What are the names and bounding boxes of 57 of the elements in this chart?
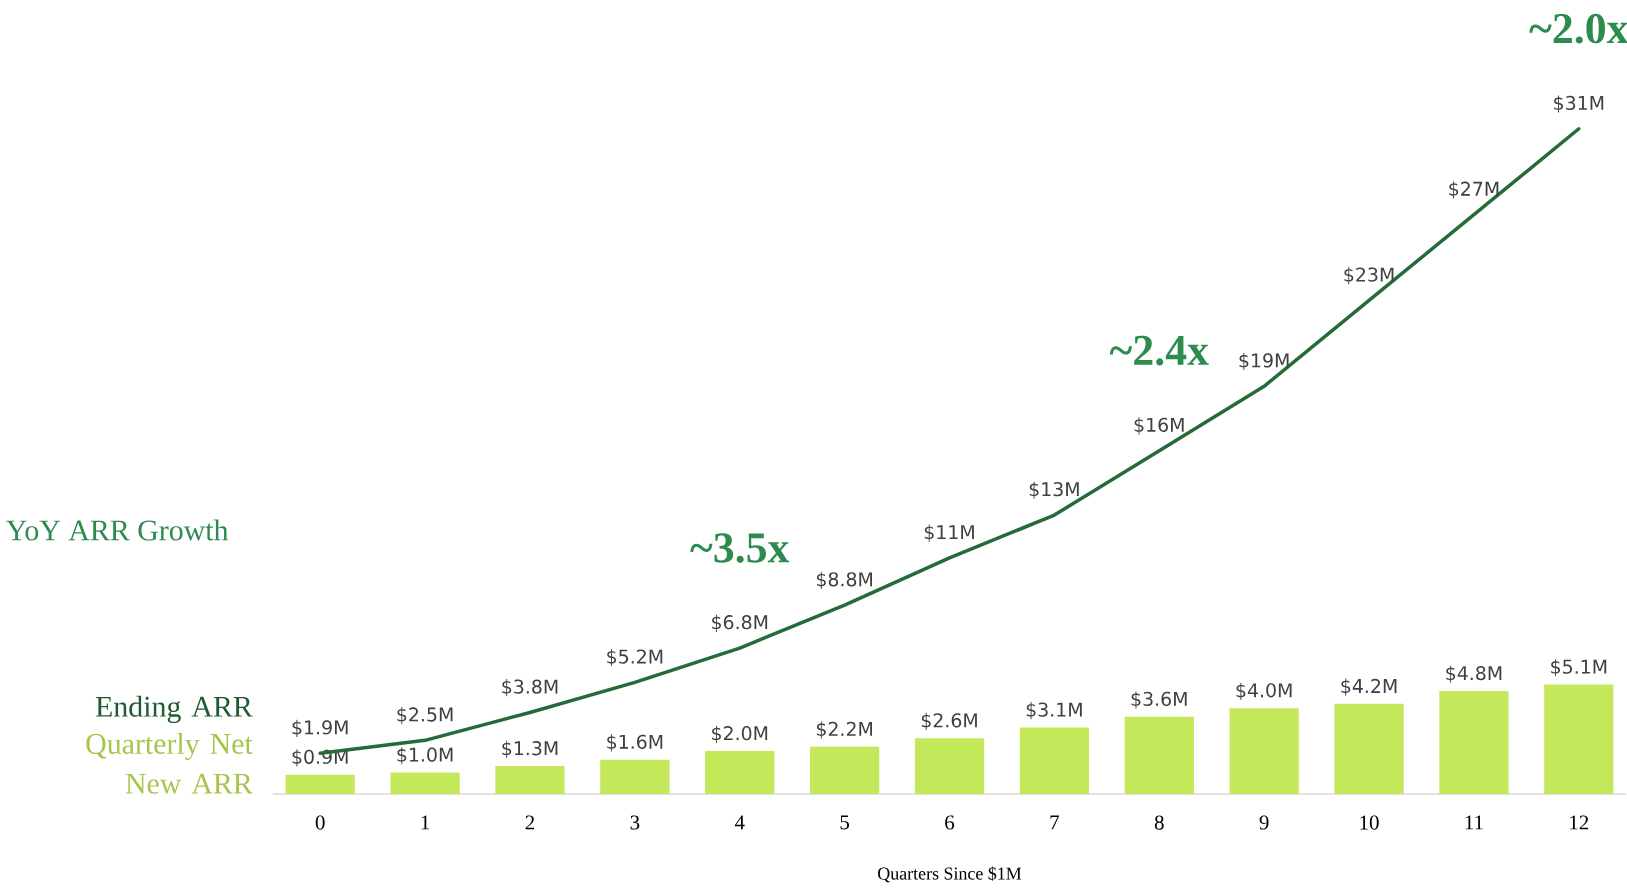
bar — [390, 772, 460, 794]
x-tick-label: 12 — [1570, 815, 1589, 830]
x-tick-label: 1 — [421, 815, 430, 830]
x-tick-label: 7 — [1050, 815, 1060, 830]
data-label: $31M — [1554, 95, 1604, 113]
data-label: $6.8M — [712, 614, 768, 632]
data-label: $2.6M — [921, 712, 977, 731]
x-tick-label: 5 — [840, 815, 850, 830]
x-tick-label: 6 — [945, 815, 955, 830]
data-label: $4.8M — [1446, 665, 1502, 683]
x-tick-label: 2 — [525, 815, 535, 830]
data-label: $5.1M — [1551, 659, 1607, 677]
data-label: $3.8M — [502, 679, 558, 697]
x-tick-label: 11 — [1465, 815, 1483, 830]
x-tick-label: 10 — [1360, 815, 1379, 830]
bar — [1334, 703, 1404, 794]
data-label: $1.9M — [292, 719, 348, 738]
bar — [1544, 684, 1614, 794]
data-label: $3.1M — [1026, 702, 1082, 720]
x-tick-label: 0 — [315, 815, 325, 830]
bar — [1019, 727, 1089, 794]
annotation: ~3.5x — [690, 533, 790, 563]
bar — [495, 766, 565, 794]
series-label: Quarterly Net New ARR — [86, 732, 253, 794]
data-label: $4.2M — [1341, 678, 1397, 696]
data-label: $19M — [1239, 352, 1289, 371]
bar — [914, 738, 985, 794]
x-tick-label: 4 — [734, 815, 745, 830]
text: Ending ARR — [95, 695, 253, 724]
x-tick-label: 8 — [1154, 815, 1164, 830]
data-label: $27M — [1449, 181, 1499, 199]
data-label: $1.0M — [397, 747, 453, 765]
x-axis-title: Quarters Since $1M — [878, 866, 1022, 883]
data-label: $1.3M — [502, 740, 558, 758]
data-label: $8.8M — [816, 571, 872, 589]
data-label: $5.2M — [607, 649, 663, 667]
data-label: $2.2M — [816, 721, 872, 739]
bar — [1439, 691, 1509, 794]
data-label: $16M — [1134, 417, 1184, 435]
bar — [1229, 708, 1299, 794]
data-label: $1.6M — [607, 734, 663, 752]
data-label: $23M — [1344, 267, 1394, 285]
data-label: $11M — [924, 524, 974, 542]
bar — [1124, 716, 1194, 794]
bar — [810, 746, 880, 794]
data-label: $4.0M — [1236, 682, 1292, 700]
data-label: $3.6M — [1131, 691, 1187, 709]
bar — [705, 751, 775, 794]
data-label: $2.0M — [712, 725, 768, 743]
x-tick-label: 9 — [1259, 815, 1269, 830]
bar — [285, 774, 355, 794]
x-tick-label: 3 — [630, 815, 640, 830]
data-label: $2.5M — [397, 707, 453, 725]
bar — [600, 759, 670, 794]
text: YoY ARR Growth — [6, 519, 229, 541]
annotation: ~2.4x — [1109, 335, 1209, 366]
data-label: $13M — [1029, 481, 1079, 499]
